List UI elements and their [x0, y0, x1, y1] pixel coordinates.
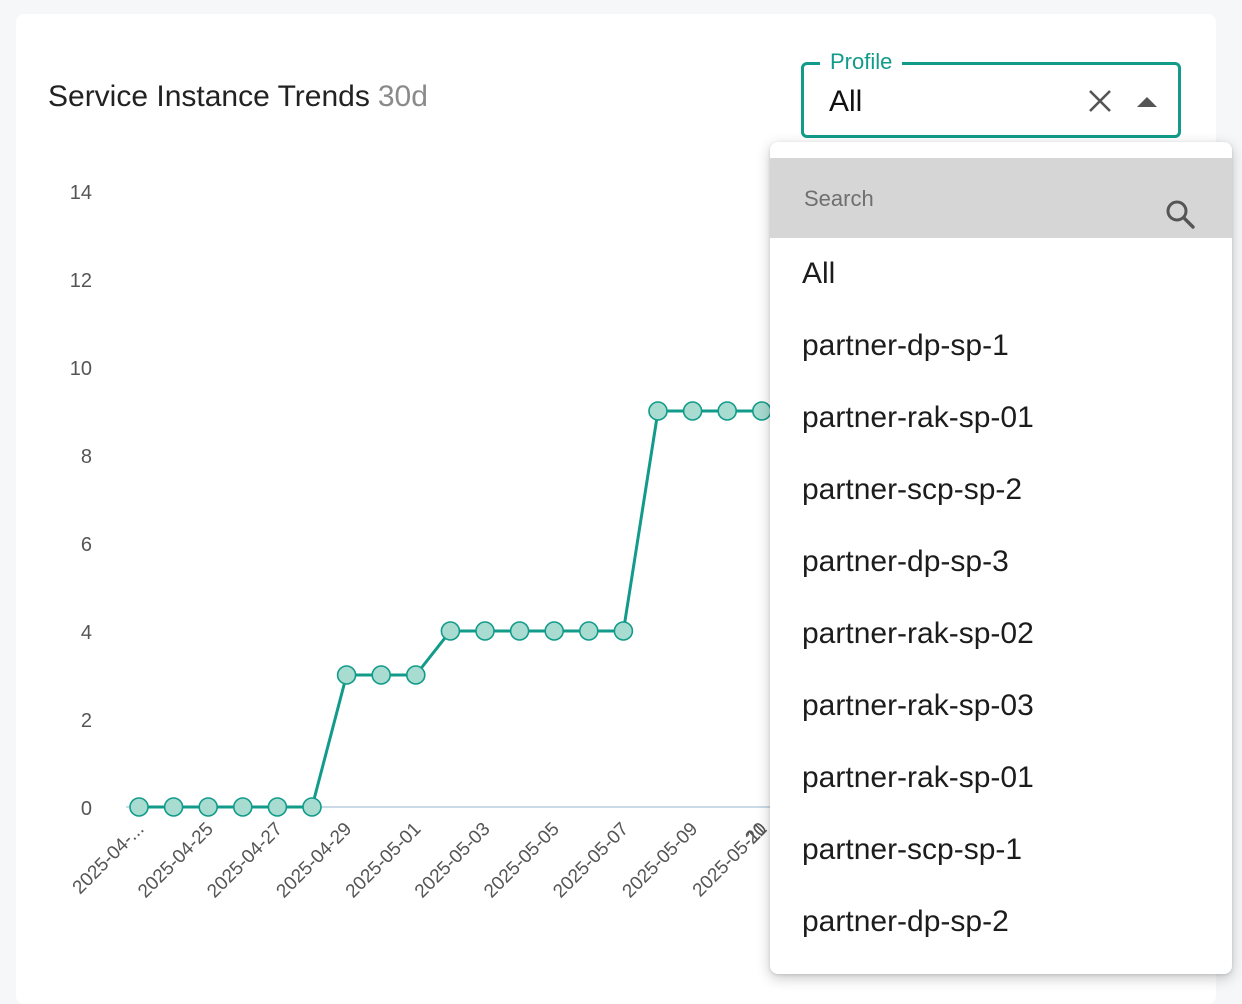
y-tick-label: 8: [81, 446, 92, 468]
data-point: [717, 401, 738, 421]
y-tick-label: 14: [70, 182, 92, 204]
option-item[interactable]: partner-scp-sp-1: [802, 833, 1023, 866]
option-item[interactable]: All: [802, 257, 836, 290]
data-point: [475, 621, 495, 641]
y-tick-label: 12: [70, 270, 92, 292]
profile-value: All: [829, 85, 863, 118]
dropdown-search: [770, 158, 1232, 238]
profile-select[interactable]: Profile All: [801, 49, 1181, 138]
data-point: [509, 621, 530, 641]
data-point: [371, 665, 392, 685]
chart-title-text: Service Instance Trends: [48, 80, 370, 113]
option-item[interactable]: partner-scp-sp-2: [802, 473, 1023, 506]
profile-dropdown-menu: All partner-dp-sp-1 partner-rak-sp-01 pa…: [770, 142, 1232, 974]
data-point: [648, 401, 668, 421]
option-item[interactable]: partner-rak-sp-01: [802, 761, 1034, 794]
data-point: [336, 665, 357, 685]
data-point: [440, 621, 461, 641]
data-point: [544, 621, 565, 641]
data-point: [198, 797, 218, 817]
option-list: All partner-dp-sp-1 partner-rak-sp-01 pa…: [770, 238, 1232, 958]
y-tick-label: 0: [81, 798, 92, 820]
option-item[interactable]: partner-rak-sp-03: [802, 689, 1034, 722]
data-point: [682, 401, 703, 421]
data-point: [233, 797, 253, 817]
data-point: [163, 797, 184, 817]
y-tick-label: 4: [81, 622, 92, 644]
option-item[interactable]: partner-rak-sp-01: [802, 401, 1034, 434]
search-icon[interactable]: [1164, 198, 1196, 230]
period-label: 30d: [377, 80, 428, 113]
option-item[interactable]: partner-dp-sp-2: [802, 905, 1009, 938]
series-line: [139, 409, 762, 809]
data-point: [405, 665, 426, 685]
y-tick-label: 6: [81, 534, 92, 556]
data-point: [267, 797, 288, 817]
data-point: [578, 621, 599, 641]
y-tick-label: 10: [70, 358, 92, 380]
close-icon[interactable]: [1088, 89, 1112, 113]
search-input[interactable]: [802, 178, 1146, 220]
chart-title: Service Instance Trends 30d: [48, 80, 428, 114]
profile-label: Profile: [820, 49, 903, 75]
y-tick-label: 2: [81, 710, 92, 732]
data-point: [302, 797, 322, 817]
data-point: [613, 621, 634, 641]
x-tick-label: 2025-05-09: [619, 819, 703, 903]
option-item[interactable]: partner-dp-sp-3: [802, 545, 1009, 578]
option-item[interactable]: partner-rak-sp-02: [802, 617, 1034, 650]
arrow-up-icon[interactable]: [1137, 97, 1157, 107]
option-item[interactable]: partner-dp-sp-1: [802, 329, 1009, 362]
data-point: [129, 797, 149, 817]
data-point: [751, 401, 772, 421]
